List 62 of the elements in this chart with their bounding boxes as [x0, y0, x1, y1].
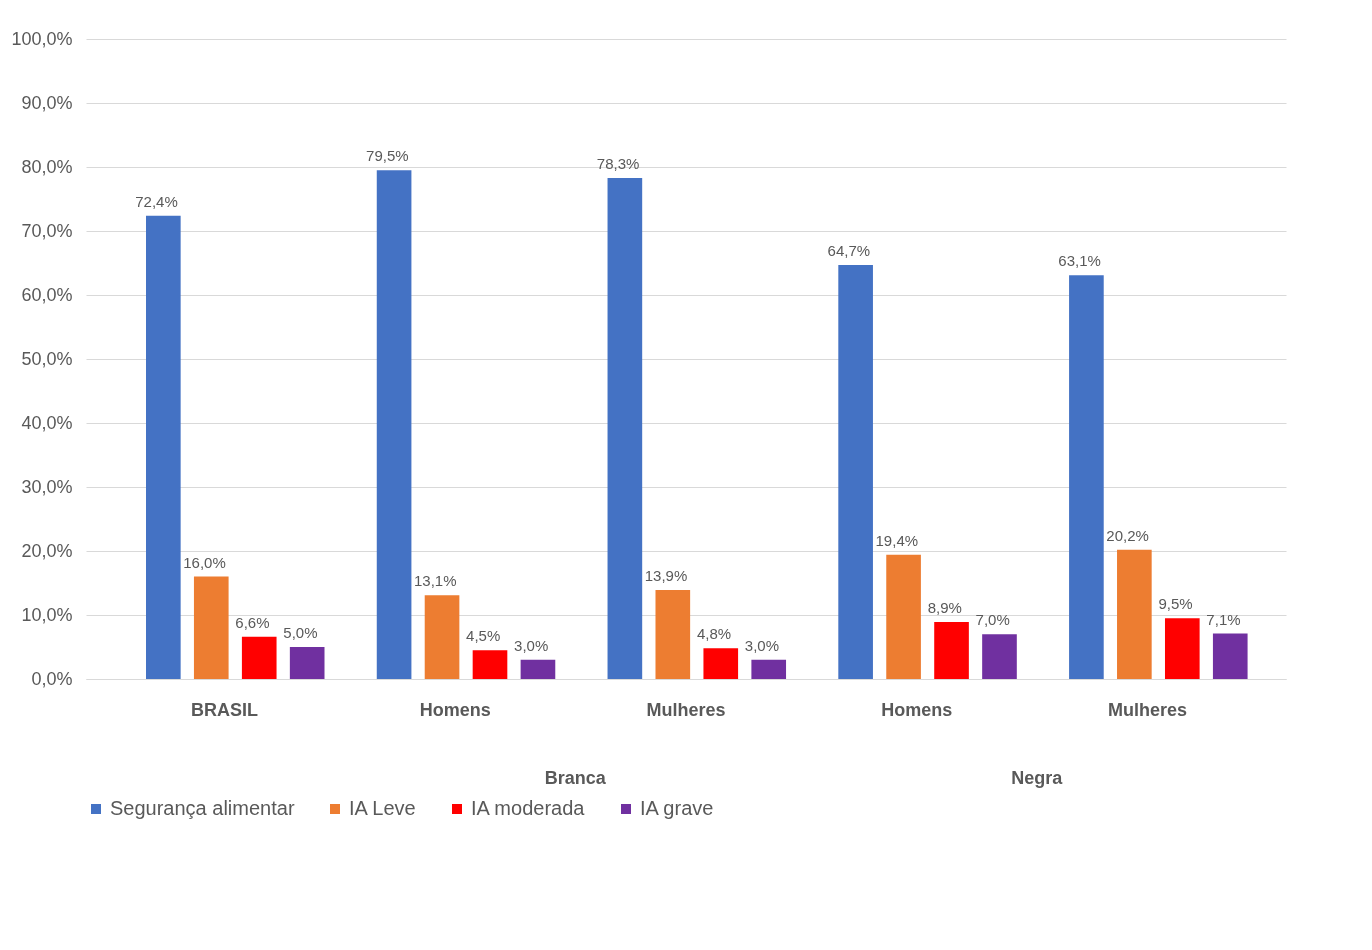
y-tick-label: 30,0%	[21, 476, 73, 497]
y-tick-label: 20,0%	[21, 540, 73, 561]
x-tick-label: BRASIL	[190, 699, 258, 720]
data-label: 6,6%	[235, 613, 270, 631]
data-label: 79,5%	[366, 147, 409, 165]
bar	[751, 659, 787, 679]
bar	[838, 264, 873, 679]
data-label: 7,1%	[1206, 610, 1241, 628]
bar	[1069, 275, 1104, 679]
data-label: 9,5%	[1158, 595, 1193, 613]
data-label: 63,1%	[1058, 252, 1101, 270]
x-tick-label: Mulheres	[1108, 699, 1188, 720]
bar	[472, 650, 508, 679]
data-label: 3,0%	[514, 636, 549, 654]
bar	[520, 659, 556, 679]
data-label: 19,4%	[875, 531, 919, 549]
bar	[193, 576, 229, 679]
legend-label: IA grave	[640, 797, 714, 819]
y-tick-label: 70,0%	[21, 220, 73, 241]
bar	[376, 170, 412, 679]
data-label: 72,4%	[135, 192, 178, 210]
data-label: 16,0%	[183, 553, 226, 571]
legend-label: Segurança alimentar	[110, 797, 295, 819]
legend-label: IA moderada	[471, 797, 586, 819]
data-label: 64,7%	[827, 241, 871, 259]
data-label: 4,5%	[466, 627, 501, 645]
y-tick-label: 10,0%	[21, 604, 73, 625]
bar	[1164, 618, 1200, 679]
bar	[655, 590, 691, 679]
data-label: 3,0%	[744, 636, 780, 654]
y-tick-label: 0,0%	[31, 668, 73, 689]
y-tick-label: 40,0%	[21, 412, 73, 433]
legend-label: IA Leve	[349, 797, 416, 819]
bar	[424, 595, 460, 679]
bar	[934, 622, 969, 679]
bar	[703, 648, 739, 679]
x-tick-label: Mulheres	[646, 699, 726, 720]
data-label: 13,1%	[413, 572, 457, 590]
data-label: 20,2%	[1106, 526, 1149, 544]
data-label: 78,3%	[596, 154, 640, 172]
data-label: 8,9%	[927, 599, 962, 617]
y-tick-label: 80,0%	[21, 156, 73, 177]
bar	[241, 636, 277, 679]
text: Branca	[544, 768, 607, 788]
data-label: 4,8%	[696, 625, 732, 643]
bar	[607, 177, 643, 679]
y-tick-label: 50,0%	[21, 348, 73, 369]
y-tick-label: 60,0%	[21, 284, 73, 305]
x-tick-label: Homens	[881, 699, 953, 720]
x-tick-label: Homens	[419, 699, 491, 720]
bar	[289, 647, 325, 679]
bar	[146, 215, 181, 679]
data-label: 13,9%	[644, 567, 688, 585]
y-tick-label: 100,0%	[11, 28, 73, 49]
text: Negra	[1011, 768, 1064, 788]
bar	[1212, 633, 1248, 679]
bar	[886, 554, 921, 679]
data-label: 7,0%	[975, 611, 1010, 629]
data-label: 5,0%	[283, 624, 318, 641]
y-tick-label: 90,0%	[21, 92, 73, 113]
bar	[1117, 549, 1152, 679]
bar	[982, 634, 1017, 679]
